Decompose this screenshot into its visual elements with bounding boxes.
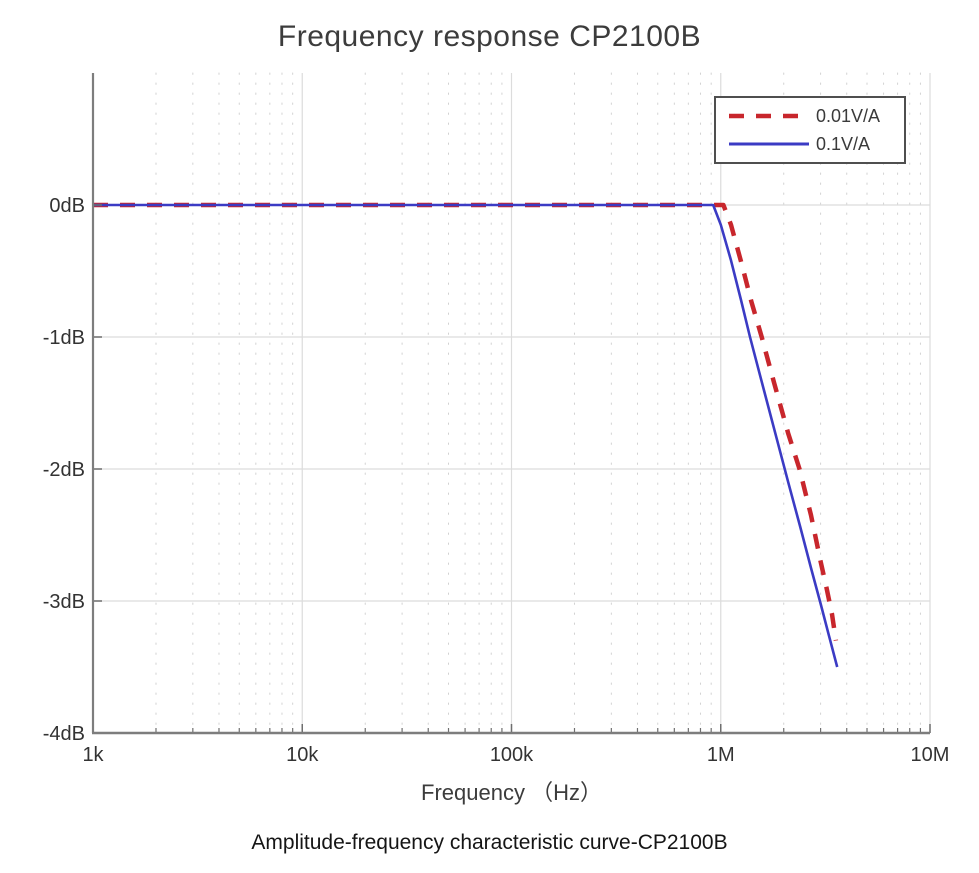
y-tick-label: -1dB	[43, 327, 85, 349]
legend-solid-line-icon	[729, 142, 809, 146]
y-tick-label: -4dB	[43, 723, 85, 745]
legend-entry-001va: 0.01V/A	[726, 106, 896, 127]
x-axis-label: Frequency （Hz）	[421, 780, 602, 805]
legend-label: 0.1V/A	[816, 133, 871, 154]
x-tick-label: 10M	[911, 744, 950, 766]
series-path-1	[93, 203, 839, 668]
x-tick-label: 10k	[286, 744, 319, 766]
x-tick-label: 100k	[490, 744, 534, 766]
x-tick-label: 1k	[82, 744, 104, 766]
plot-svg: 1k 10k 100k 1M 10M 0dB -1dB -2dB -3dB -4dB Frequen…	[43, 72, 950, 805]
chart-title: Frequency response CP2100B	[277, 20, 702, 53]
legend-entry-01va: 0.1V/A	[726, 134, 896, 155]
legend-dashed-line-icon	[729, 113, 809, 119]
legend-label: 0.01V/A	[816, 105, 881, 126]
series-path-0	[93, 202, 839, 641]
figure-caption: Amplitude-frequency characteristic curve…	[251, 831, 728, 854]
y-tick-label: -2dB	[43, 459, 85, 481]
x-tick-label: 1M	[707, 744, 735, 766]
y-tick-label: -3dB	[43, 591, 85, 613]
y-tick-label: 0dB	[49, 195, 85, 217]
legend: 0.01V/A 0.1V/A	[714, 96, 906, 164]
